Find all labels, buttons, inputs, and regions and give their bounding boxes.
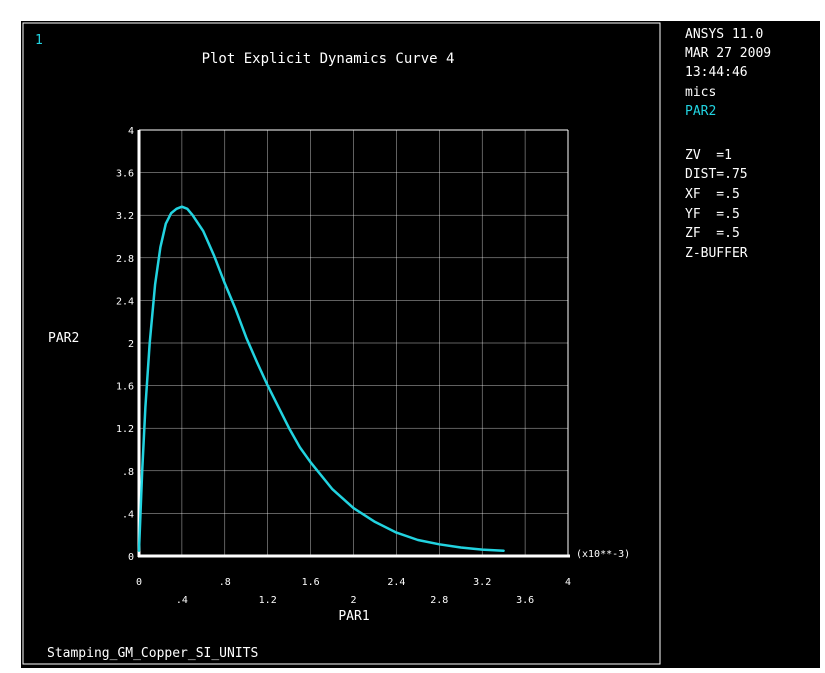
window-frame <box>22 22 661 665</box>
window-number: 1 <box>35 33 43 48</box>
view-dist: DIST=.75 <box>685 167 748 182</box>
x-tick-label: 4 <box>565 577 571 588</box>
view-yf: YF =.5 <box>685 207 740 222</box>
y-tick-label: 2.4 <box>116 296 134 307</box>
x-tick-label: 1.2 <box>259 595 277 606</box>
info-line-user: mics <box>685 85 717 100</box>
y-tick-label: 3.6 <box>116 169 134 180</box>
y-axis-label: PAR2 <box>48 331 79 346</box>
view-zv: ZV =1 <box>685 148 732 163</box>
grid <box>139 130 568 556</box>
x-tick-label: 2.4 <box>387 577 405 588</box>
x-tick-label: 3.2 <box>473 577 491 588</box>
curve-layer <box>137 205 505 552</box>
tick-labels: 0 .4 .8 1.2 1.6 2 2.4 2.8 3.2 3.6 4 0 .8 1.6 2.4 3.2 4 .4… <box>116 126 571 606</box>
x-tick-label: 2.8 <box>430 595 448 606</box>
y-tick-label: 0 <box>128 552 134 563</box>
x-tick-label: 1.6 <box>302 577 320 588</box>
y-tick-label: 2.8 <box>116 254 134 265</box>
series-line-par2 <box>137 205 505 552</box>
x-tick-label: .4 <box>176 595 188 606</box>
graphics-window: 1 Plot Explicit Dynamics Curve 4 0 .4 .8 1.… <box>21 21 820 668</box>
y-tick-label: 1.2 <box>116 424 134 435</box>
view-zbuffer: Z-BUFFER <box>685 246 748 261</box>
y-tick-label: .4 <box>122 509 134 520</box>
y-tick-label: 3.2 <box>116 211 134 222</box>
chart-title: Plot Explicit Dynamics Curve 4 <box>202 51 455 67</box>
x-tick-label: 0 <box>136 577 142 588</box>
y-tick-label: 1.6 <box>116 382 134 393</box>
view-zf: ZF =.5 <box>685 226 740 241</box>
axes <box>137 129 570 558</box>
x-tick-label: 2 <box>350 595 356 606</box>
x-tick-label: .8 <box>219 577 231 588</box>
y-tick-label: 2 <box>128 339 134 350</box>
curve-label: PAR2 <box>685 104 717 119</box>
y-tick-label: 4 <box>128 126 134 137</box>
info-line-time: 13:44:46 <box>685 65 748 80</box>
x-multiplier-label: (x10**-3) <box>576 549 630 560</box>
footer-label: Stamping_GM_Copper_SI_UNITS <box>47 646 258 661</box>
view-xf: XF =.5 <box>685 187 740 202</box>
x-axis-label: PAR1 <box>338 609 369 624</box>
x-tick-label: 3.6 <box>516 595 534 606</box>
info-line-ansys: ANSYS 11.0 <box>685 27 764 42</box>
y-tick-label: .8 <box>122 467 134 478</box>
plot-area: 1 Plot Explicit Dynamics Curve 4 0 .4 .8 1.… <box>22 22 661 665</box>
info-line-date: MAR 27 2009 <box>685 46 772 61</box>
